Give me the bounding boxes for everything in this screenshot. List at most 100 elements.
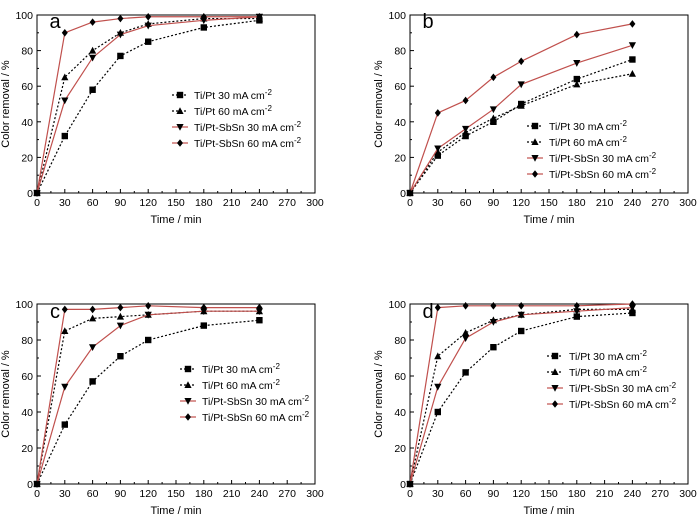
- x-tick-label: 240: [624, 488, 642, 500]
- legend-marker: [551, 385, 559, 392]
- y-tick-label: 100: [15, 10, 33, 22]
- panel-c: 0 30 60 90 120 150 180 210 240 270 300 0 20 40 60 80 100…: [0, 299, 324, 517]
- x-axis-label: Time / min: [151, 214, 202, 226]
- legend-marker: [185, 413, 191, 421]
- data-point-series-2: [489, 114, 497, 122]
- data-point-series-3: [489, 319, 497, 326]
- data-point-series-3: [628, 42, 636, 50]
- x-tick-label: 180: [568, 197, 586, 209]
- data-point-series-1: [434, 152, 441, 159]
- y-tick-label: 60: [21, 81, 33, 93]
- legend-label-superscript: -2: [273, 362, 281, 371]
- legend-label-superscript: -2: [273, 378, 281, 387]
- x-tick-label: 210: [596, 488, 614, 500]
- data-point-series-3: [573, 60, 581, 67]
- legend-label: Ti/Pt-SbSn 60 mA cm-2: [549, 167, 657, 181]
- legend-label-superscript: -2: [640, 365, 648, 374]
- panel-label: c: [50, 301, 60, 323]
- legend-marker: [532, 170, 538, 178]
- legend-marker: [184, 365, 192, 373]
- legend-marker: [551, 352, 559, 360]
- x-tick-label: 180: [195, 197, 213, 209]
- y-tick-label: 100: [388, 299, 406, 311]
- y-tick-label: 0: [400, 479, 406, 491]
- legend-marker: [184, 398, 192, 405]
- x-tick-label: 300: [306, 197, 324, 209]
- y-axis-label: Color removal / %: [373, 60, 385, 148]
- data-point-series-1: [200, 24, 207, 31]
- legend-label-superscript: -2: [649, 167, 657, 176]
- data-point-series-3: [61, 97, 69, 105]
- data-point-series-4: [145, 12, 152, 21]
- legend-marker: [531, 122, 539, 130]
- x-tick-label: 300: [679, 197, 697, 209]
- data-point-series-4: [89, 305, 96, 314]
- data-point-series-4: [200, 303, 207, 312]
- y-axis-label: Color removal / %: [373, 350, 385, 438]
- x-axis-label: Time / min: [524, 214, 575, 226]
- data-point-series-3: [255, 308, 263, 315]
- x-tick-label: 180: [195, 488, 213, 500]
- x-tick-label: 300: [679, 488, 697, 500]
- y-tick-label: 80: [21, 46, 33, 58]
- legend-label-superscript: -2: [640, 349, 648, 358]
- x-tick-label: 210: [223, 197, 241, 209]
- data-point-series-1: [490, 118, 497, 125]
- x-axis-label: Time / min: [151, 505, 202, 515]
- legend-marker: [176, 124, 184, 131]
- legend-label: Ti/Pt 30 mA cm-2: [194, 88, 272, 102]
- data-point-series-4: [117, 14, 124, 23]
- data-point-series-1: [490, 344, 497, 351]
- data-point-series-4: [434, 303, 441, 312]
- legend-label: Ti/Pt 60 mA cm-2: [569, 365, 647, 379]
- x-tick-label: 0: [34, 197, 40, 209]
- data-point-series-3: [116, 322, 124, 330]
- x-tick-label: 300: [306, 488, 324, 500]
- data-point-series-4: [256, 303, 263, 312]
- data-point-series-3: [200, 17, 208, 25]
- data-point-series-1: [434, 408, 441, 416]
- y-tick-label: 0: [27, 188, 33, 200]
- data-point-series-3: [489, 106, 497, 114]
- data-point-series-4: [61, 29, 68, 37]
- data-point-series-1: [89, 378, 96, 385]
- data-point-series-1: [256, 317, 263, 324]
- data-point-series-1: [573, 75, 580, 83]
- data-point-series-3: [628, 304, 636, 312]
- legend-marker: [177, 139, 183, 147]
- data-point-series-1: [61, 132, 68, 140]
- x-tick-label: 210: [596, 197, 614, 209]
- x-tick-label: 90: [488, 488, 500, 500]
- y-tick-label: 40: [21, 407, 33, 419]
- data-point-series-1: [462, 369, 469, 376]
- legend-label: Ti/Pt 60 mA cm-2: [202, 378, 280, 392]
- y-tick-label: 100: [388, 10, 406, 22]
- legend-label: Ti/Pt-SbSn 30 mA cm-2: [202, 394, 310, 408]
- y-tick-label: 80: [394, 46, 406, 58]
- data-point-series-3: [573, 308, 581, 315]
- x-tick-label: 240: [624, 197, 642, 209]
- legend-label: Ti/Pt-SbSn 60 mA cm-2: [569, 397, 677, 411]
- data-point-series-3: [517, 81, 525, 89]
- x-tick-label: 120: [139, 197, 157, 209]
- legend-label: Ti/Pt 30 mA cm-2: [569, 349, 647, 363]
- legend-label: Ti/Pt-SbSn 60 mA cm-2: [194, 136, 302, 150]
- legend-marker: [551, 368, 559, 375]
- data-point-series-3: [89, 54, 97, 62]
- data-point-series-3: [462, 125, 470, 133]
- y-tick-label: 80: [21, 335, 33, 347]
- panel-b: 0 30 60 90 120 150 180 210 240 270 300 0 20 40 60 80 100…: [373, 10, 697, 226]
- data-point-series-3: [116, 31, 124, 39]
- x-tick-label: 60: [87, 197, 99, 209]
- y-tick-label: 20: [394, 152, 406, 164]
- legend-label-superscript: -2: [294, 136, 302, 145]
- data-point-series-1: [629, 56, 636, 63]
- data-point-series-1: [89, 86, 96, 93]
- y-tick-label: 60: [394, 81, 406, 93]
- data-point-series-4: [434, 109, 441, 117]
- x-tick-label: 240: [251, 488, 269, 500]
- x-tick-label: 90: [488, 197, 500, 209]
- y-tick-label: 0: [27, 479, 33, 491]
- legend-label-superscript: -2: [302, 394, 310, 403]
